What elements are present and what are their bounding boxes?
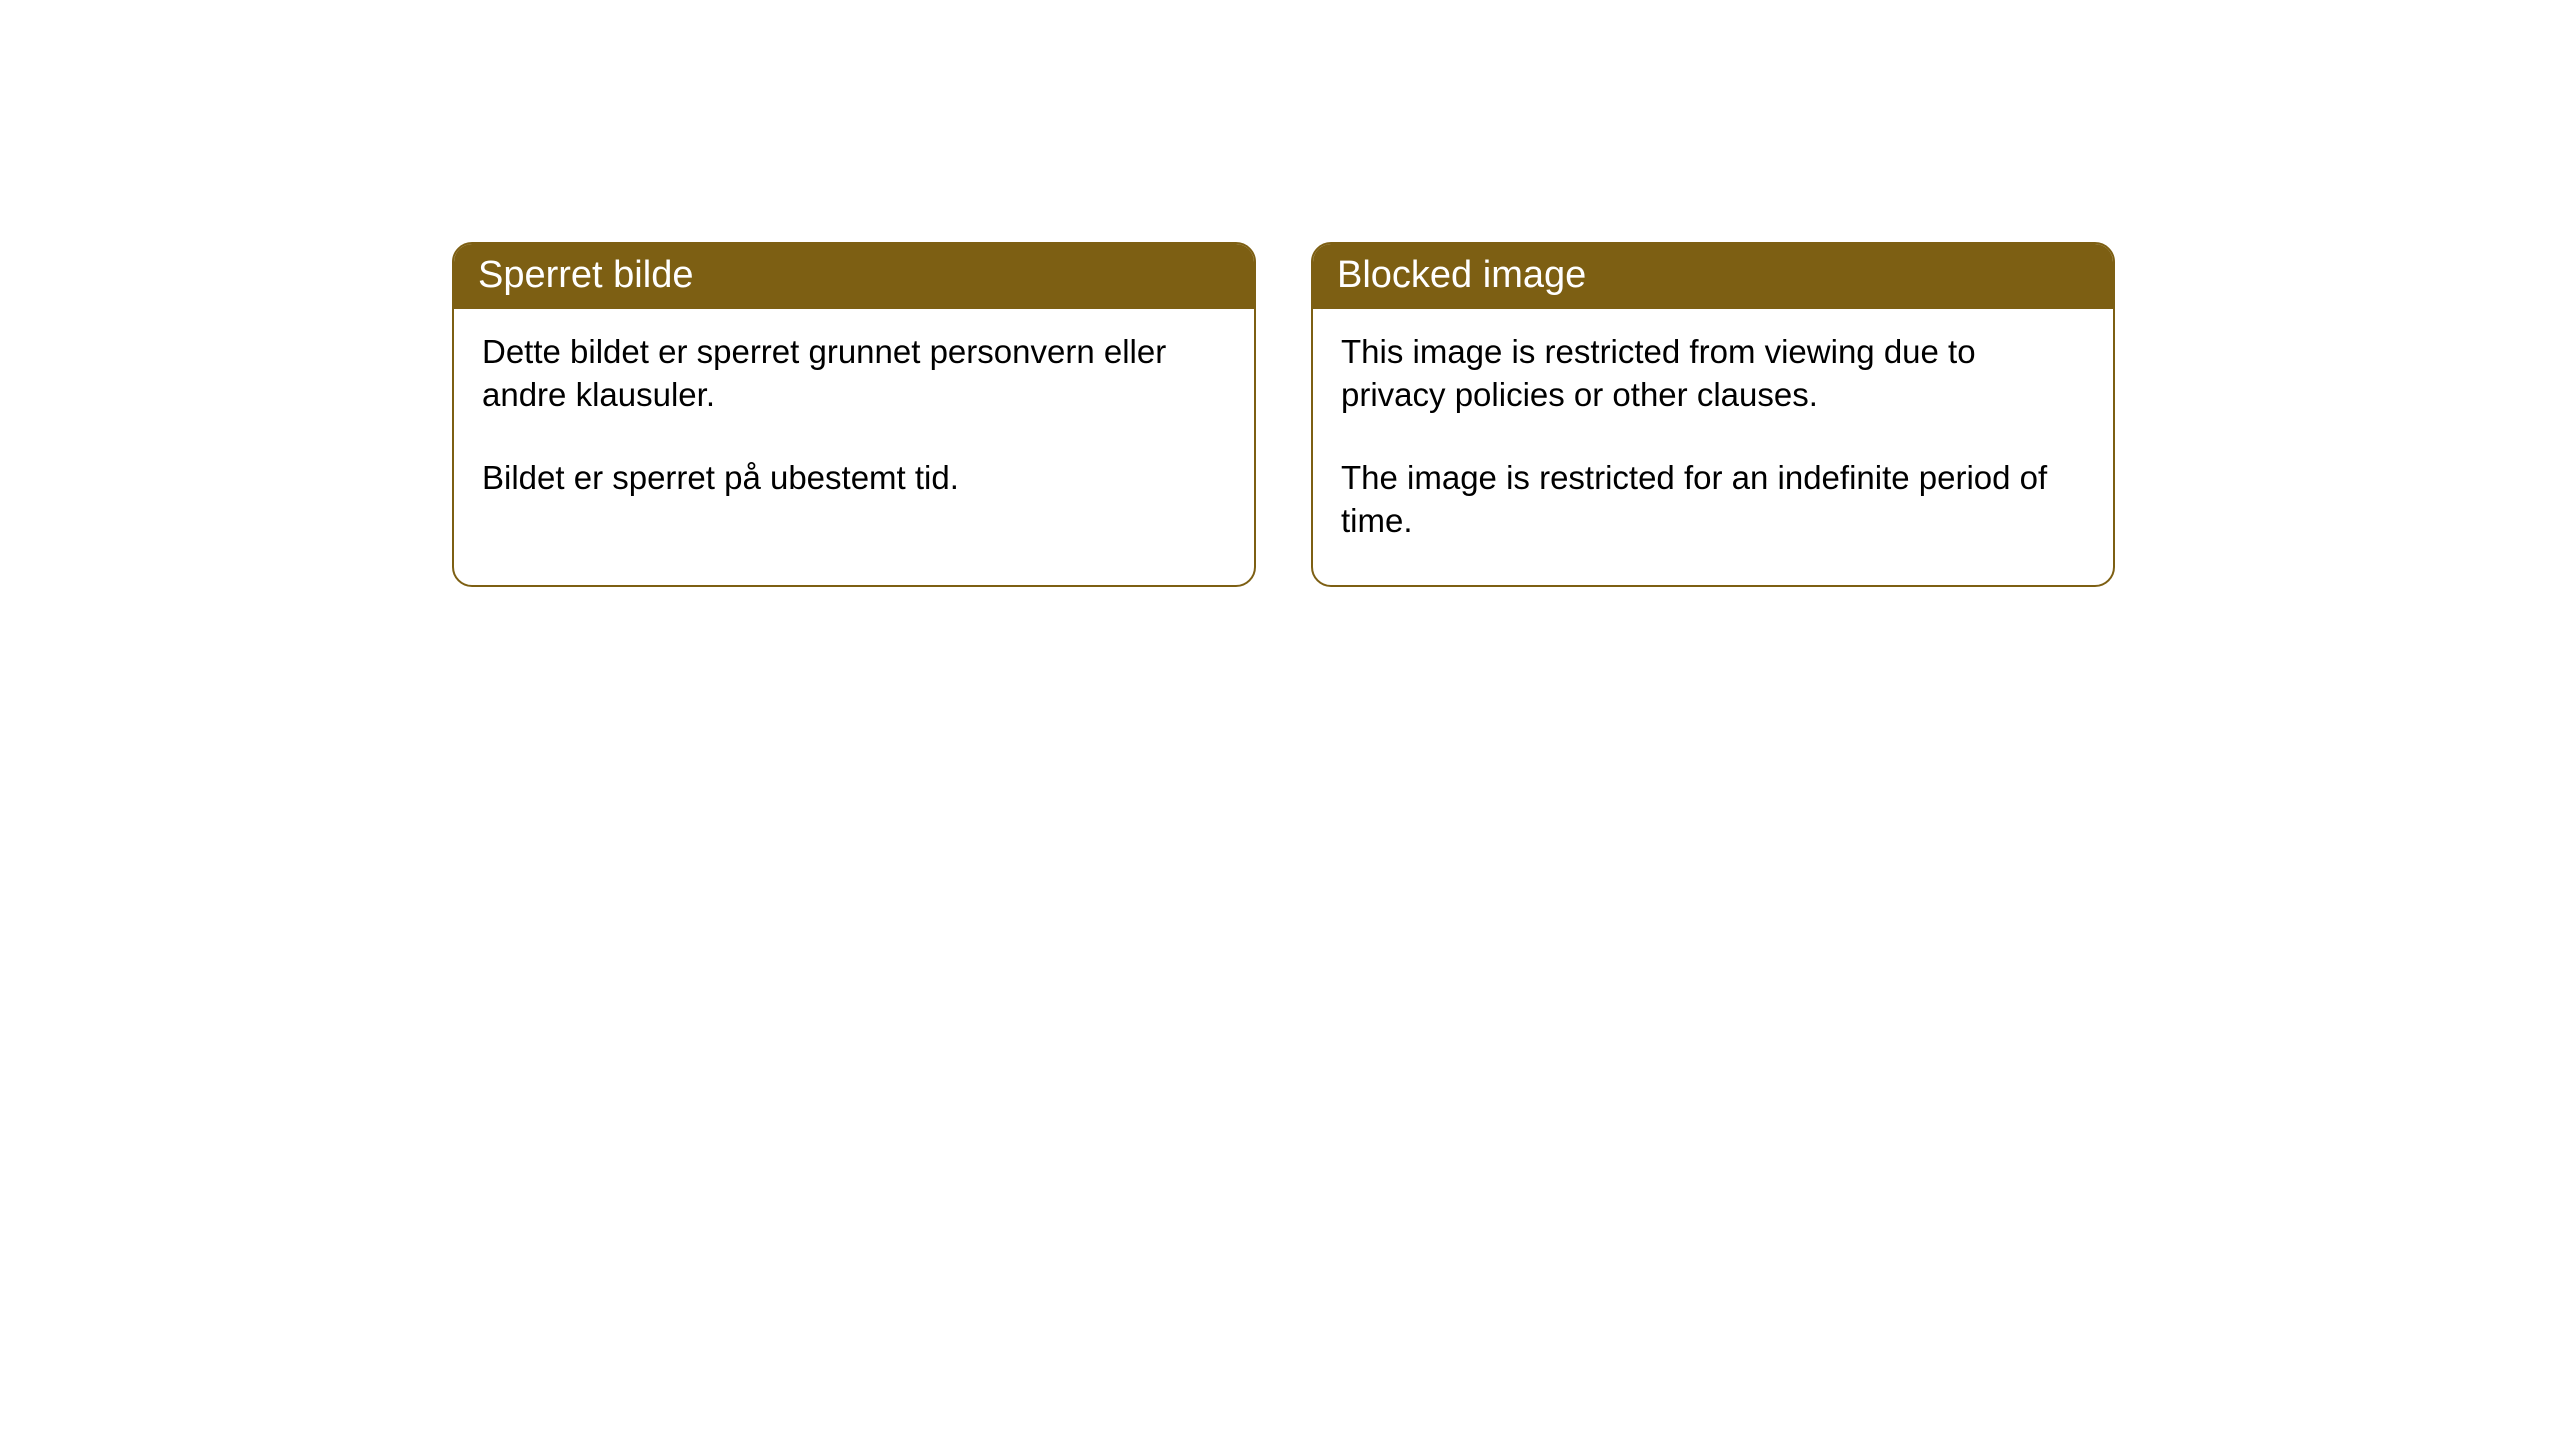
card-paragraph-2: Bildet er sperret på ubestemt tid. [482, 457, 1226, 500]
card-header-english: Blocked image [1313, 244, 2113, 309]
card-title: Sperret bilde [478, 254, 693, 296]
card-paragraph-2: The image is restricted for an indefinit… [1341, 457, 2085, 543]
card-paragraph-1: This image is restricted from viewing du… [1341, 331, 2085, 417]
card-paragraph-1: Dette bildet er sperret grunnet personve… [482, 331, 1226, 417]
card-english: Blocked image This image is restricted f… [1311, 242, 2115, 587]
cards-container: Sperret bilde Dette bildet er sperret gr… [452, 242, 2560, 587]
card-norwegian: Sperret bilde Dette bildet er sperret gr… [452, 242, 1256, 587]
card-title: Blocked image [1337, 254, 1586, 296]
card-header-norwegian: Sperret bilde [454, 244, 1254, 309]
card-body-english: This image is restricted from viewing du… [1313, 309, 2113, 585]
card-body-norwegian: Dette bildet er sperret grunnet personve… [454, 309, 1254, 542]
